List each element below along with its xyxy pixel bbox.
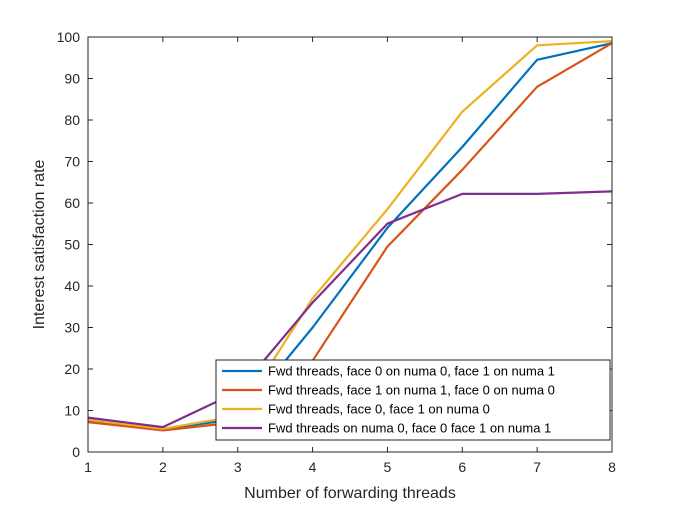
y-tick-label: 10 (64, 403, 80, 419)
legend-label-2: Fwd threads, face 1 on numa 1, face 0 on… (268, 383, 555, 398)
series-line-3 (87, 40, 613, 430)
y-tick-label: 90 (64, 71, 80, 87)
x-tick-label: 5 (384, 459, 392, 475)
legend-label-3: Fwd threads, face 0, face 1 on numa 0 (268, 402, 490, 417)
legend-label-1: Fwd threads, face 0 on numa 0, face 1 on… (268, 364, 555, 379)
series-line-4 (87, 190, 613, 429)
series-line-2 (87, 42, 613, 432)
y-tick-label: 40 (64, 278, 80, 294)
x-tick-label: 4 (309, 459, 317, 475)
x-tick-label: 7 (533, 459, 541, 475)
y-tick-label: 50 (64, 237, 80, 253)
x-axis-label: Number of forwarding threads (244, 485, 456, 502)
x-tick-label: 2 (159, 459, 167, 475)
legend: Fwd threads, face 0 on numa 0, face 1 on… (215, 359, 611, 441)
x-tick-label: 3 (234, 459, 242, 475)
y-tick-label: 60 (64, 195, 80, 211)
x-tick-label: 6 (458, 459, 466, 475)
series-layer (87, 40, 613, 432)
y-tick-label: 100 (57, 29, 81, 45)
y-tick-label: 20 (64, 361, 80, 377)
y-axis-label: Interest satisfaction rate (31, 159, 48, 329)
y-tick-label: 80 (64, 112, 80, 128)
y-tick-label: 30 (64, 320, 80, 336)
legend-box (215, 359, 611, 441)
legend-label-4: Fwd threads on numa 0, face 0 face 1 on … (268, 421, 551, 436)
x-tick-label: 8 (608, 459, 616, 475)
y-tick-label: 0 (72, 444, 80, 460)
x-tick-label: 1 (84, 459, 92, 475)
y-tick-label: 70 (64, 154, 80, 170)
